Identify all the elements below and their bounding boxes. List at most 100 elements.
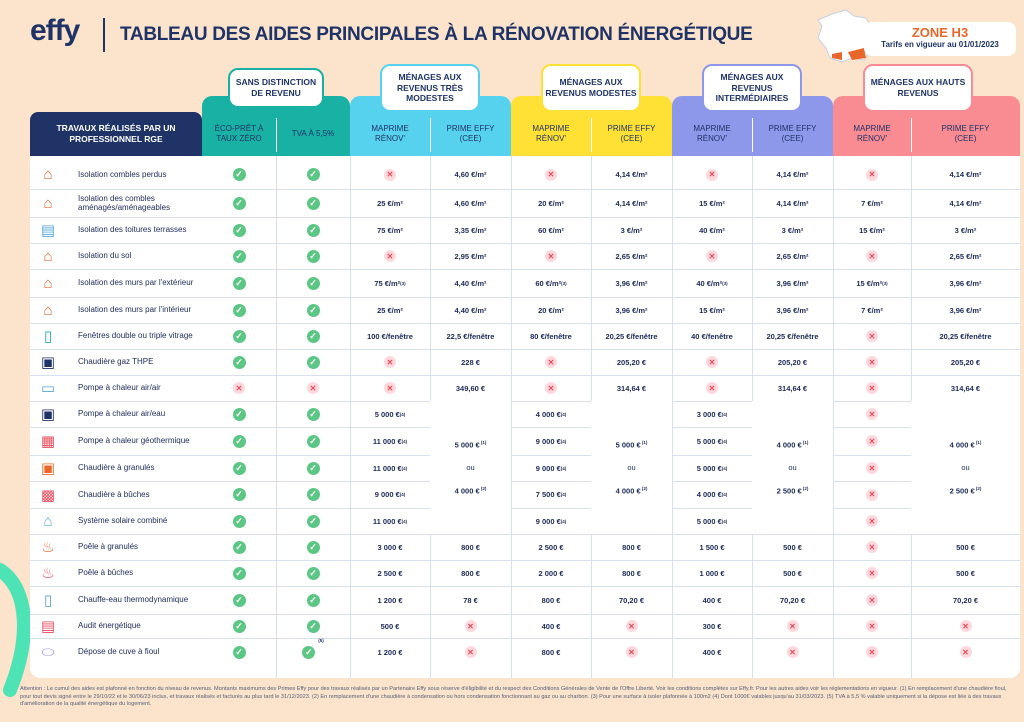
table-cell: 7 €/m² bbox=[833, 297, 911, 323]
row-divider bbox=[30, 638, 1020, 639]
table-cell: 20,25 €/fenêtre bbox=[911, 323, 1020, 349]
group-intermediate: MÉNAGES AUX REVENUS INTERMÉDIAIRES bbox=[702, 64, 802, 112]
group-high: MÉNAGES AUX HAUTS REVENUS bbox=[863, 64, 973, 112]
check-icon: ✓ bbox=[232, 461, 246, 475]
cross-icon: ✕ bbox=[866, 620, 878, 632]
table-cell: 20,25 €/fenêtre bbox=[591, 323, 672, 349]
cross-icon: ✕ bbox=[545, 382, 557, 394]
cell-value: 500 € bbox=[956, 568, 975, 578]
air-heat-pump-icon: ▭ bbox=[40, 380, 56, 397]
cross-icon: ✕ bbox=[866, 168, 878, 181]
cell-value: 4,60 €/m² bbox=[454, 170, 487, 179]
row-label: Chaudière à granulés bbox=[78, 463, 155, 473]
table-cell: ✕ bbox=[833, 638, 911, 666]
table-cell: ✓ bbox=[276, 217, 350, 243]
or-label: ou bbox=[466, 463, 475, 472]
merged-value: 4 000 € (2) bbox=[616, 486, 648, 496]
sub-divider bbox=[911, 118, 912, 152]
cell-value: 3,35 €/m² bbox=[454, 225, 487, 235]
cross-icon: ✕ bbox=[866, 567, 878, 579]
zone-date: Tarifs en vigueur au 01/01/2023 bbox=[881, 40, 999, 49]
row-label: Isolation des combles aménagés/aménageab… bbox=[78, 193, 171, 212]
merged-value: 4 000 € (1) bbox=[950, 440, 982, 450]
table-cell: 100 €/fenêtre bbox=[350, 323, 430, 349]
cell-value: 800 € bbox=[622, 568, 641, 578]
table-cell: ✓ bbox=[202, 217, 276, 243]
floor-insulation-icon: ⌂ bbox=[43, 247, 53, 265]
table-cell: ✓ bbox=[202, 614, 276, 638]
table-cell: ✓ bbox=[202, 269, 276, 297]
cell-value: 4 000 € bbox=[535, 409, 561, 419]
footnote-ref: (5) bbox=[318, 638, 324, 643]
decorative-swirl bbox=[0, 563, 31, 697]
table-cell: 800 € bbox=[430, 560, 511, 586]
table-cell: 1 200 € bbox=[350, 586, 430, 614]
effy-logo: effy bbox=[30, 14, 80, 47]
table-cell: ✕ bbox=[833, 560, 911, 586]
table-cell: ✓ bbox=[202, 323, 276, 349]
footnote-ref: (1) bbox=[801, 439, 809, 445]
check-icon: ✓ bbox=[302, 645, 316, 659]
cell-value: 5 000 € bbox=[696, 436, 722, 446]
table-cell: 3 000 € (4) bbox=[672, 401, 752, 427]
table-cell: ✕ bbox=[672, 349, 752, 375]
column-divider bbox=[833, 156, 834, 678]
table-cell: ✓ bbox=[202, 401, 276, 427]
cell-value: 349,60 € bbox=[455, 383, 486, 393]
table-cell: 78 € bbox=[430, 586, 511, 614]
zone-badge: ZONE H3 Tarifs en vigueur au 01/01/2023 bbox=[864, 22, 1016, 56]
sub-divider bbox=[430, 118, 431, 152]
cell-value: 4 000 € bbox=[776, 440, 802, 449]
table-cell: 70,20 € bbox=[752, 586, 833, 614]
table-cell: 9 000 € (4) bbox=[511, 508, 591, 534]
table-cell: 4,14 €/m² bbox=[752, 160, 833, 189]
cell-value: 4,14 €/m² bbox=[776, 170, 809, 179]
table-cell: 11 000 € (4) bbox=[350, 455, 430, 481]
table-cell: 15 €/m² (3) bbox=[833, 269, 911, 297]
cell-value: 40 €/m² bbox=[696, 278, 723, 288]
cross-icon: ✕ bbox=[464, 646, 477, 658]
table-cell: 800 € bbox=[511, 638, 591, 666]
check-icon: ✓ bbox=[232, 355, 246, 369]
cell-value: 500 € bbox=[783, 542, 802, 552]
check-icon: ✓ bbox=[306, 540, 320, 554]
check-icon: ✓ bbox=[306, 461, 320, 475]
table-cell: ✓ bbox=[276, 297, 350, 323]
cross-icon: ✕ bbox=[706, 168, 718, 181]
sub-divider bbox=[591, 118, 592, 152]
footnote-ref: (4) bbox=[721, 518, 728, 524]
cross-icon: ✕ bbox=[384, 250, 396, 262]
table-cell: ✓ bbox=[202, 534, 276, 560]
table-cell: ✓ bbox=[202, 455, 276, 481]
table-cell: 500 € bbox=[752, 560, 833, 586]
check-icon: ✓ bbox=[232, 249, 246, 263]
table-cell: 500 € bbox=[911, 534, 1020, 560]
table-cell: 15 €/m² bbox=[672, 297, 752, 323]
cell-value: 314,64 € bbox=[777, 383, 808, 393]
table-cell: 15 €/m² bbox=[672, 189, 752, 217]
footnote-ref: (3) bbox=[882, 280, 888, 286]
check-icon: ✓ bbox=[232, 223, 246, 237]
table-cell: 11 000 € (4) bbox=[350, 427, 430, 455]
table-cell: 9 000 € (4) bbox=[511, 455, 591, 481]
cell-value: 800 € bbox=[541, 595, 561, 605]
table-cell: ✓ bbox=[276, 586, 350, 614]
cell-value: 9 000 € bbox=[374, 490, 400, 499]
cell-value: 70,20 € bbox=[779, 595, 806, 605]
table-cell: 3 €/m² bbox=[911, 217, 1020, 243]
cross-icon: ✕ bbox=[706, 356, 718, 368]
table-cell: 3 000 € bbox=[350, 534, 430, 560]
cell-value: 15 €/m² bbox=[856, 278, 883, 288]
footnote-ref: (4) bbox=[560, 518, 567, 524]
cell-value: 2,65 €/m² bbox=[949, 251, 982, 261]
footnote-ref: (4) bbox=[721, 465, 728, 471]
cell-value: 78 € bbox=[463, 595, 478, 605]
table-cell: ✓ bbox=[202, 427, 276, 455]
footnote-ref: (2) bbox=[640, 486, 648, 491]
sub-tva: TVA À 5,5% bbox=[291, 128, 335, 138]
cell-value: 3 €/m² bbox=[620, 225, 643, 235]
table-cell: ✕ bbox=[833, 160, 911, 189]
cross-icon: ✕ bbox=[545, 168, 557, 181]
table-cell: 4 000 € (4) bbox=[511, 401, 591, 427]
check-icon: ✓ bbox=[232, 168, 246, 181]
